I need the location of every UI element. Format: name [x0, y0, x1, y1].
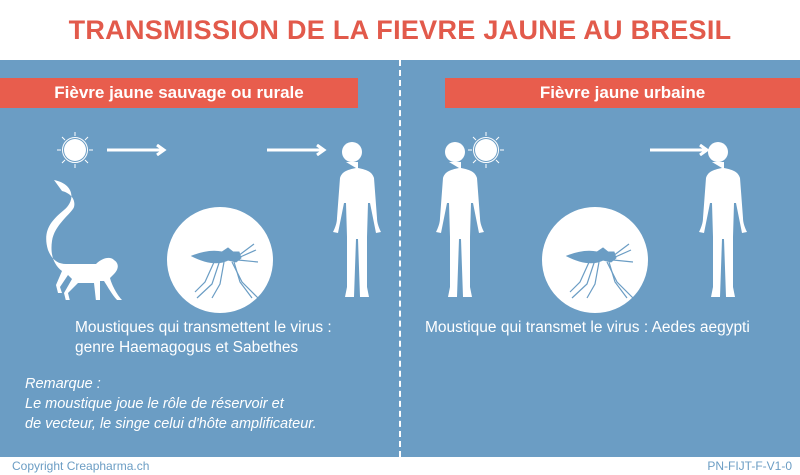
right-caption: Moustique qui transmet le virus : Aedes … [425, 319, 750, 336]
remark: Remarque : Le moustique joue le rôle de … [25, 374, 317, 434]
arrow-right-icon [107, 144, 167, 156]
caption-line: genre Haemagogus et Sabethes [75, 339, 299, 356]
page-title: TRANSMISSION DE LA FIEVRE JAUNE AU BRESI… [68, 15, 732, 45]
mosquito-icon [167, 207, 273, 313]
left-heading: Fièvre jaune sauvage ou rurale [0, 78, 358, 108]
remark-title: Remarque : [25, 376, 101, 392]
dashed-divider [399, 60, 401, 457]
sun-icon [466, 130, 506, 170]
caption-line: Moustiques qui transmettent le virus : [75, 319, 332, 336]
document-code: PN-FIJT-F-V1-0 [707, 459, 792, 473]
human-icon [322, 140, 382, 300]
monkey-icon [32, 180, 122, 300]
sun-icon [55, 130, 95, 170]
remark-line: de vecteur, le singe celui d'hôte amplif… [25, 416, 317, 432]
right-heading: Fièvre jaune urbaine [445, 78, 800, 108]
mosquito-icon [542, 207, 648, 313]
remark-line: Le moustique joue le rôle de réservoir e… [25, 396, 284, 412]
left-caption: Moustiques qui transmettent le virus : g… [75, 318, 332, 358]
copyright: Copyright Creapharma.ch [12, 459, 150, 473]
human-icon [688, 140, 748, 300]
arrow-right-icon [267, 144, 327, 156]
